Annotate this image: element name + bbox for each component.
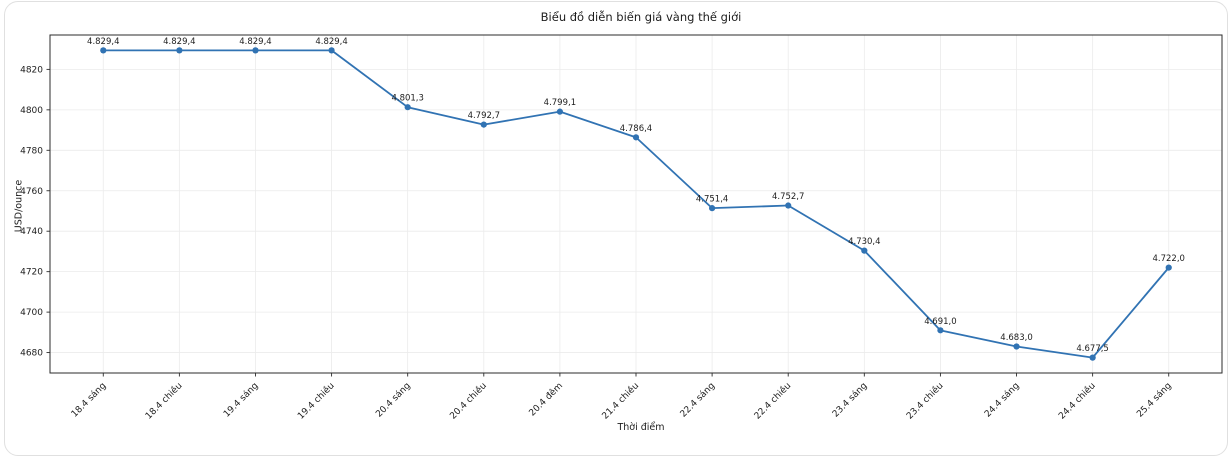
data-point-label: 4.677,5 bbox=[1076, 344, 1108, 354]
data-point-label: 4.829,4 bbox=[163, 37, 195, 47]
data-point-marker bbox=[556, 108, 563, 115]
data-point-marker bbox=[632, 134, 640, 141]
data-point-marker bbox=[861, 247, 868, 254]
y-tick-label: 4680 bbox=[20, 349, 43, 359]
data-point-label: 4.829,4 bbox=[87, 37, 119, 47]
x-tick-label: 23.4 sáng bbox=[831, 381, 870, 420]
x-tick-label: 22.4 chiều bbox=[752, 380, 793, 421]
x-tick-label: 20.4 đêm bbox=[527, 380, 565, 418]
data-point-label: 4.799,1 bbox=[544, 98, 576, 108]
x-tick-label: 24.4 sáng bbox=[983, 381, 1022, 420]
data-point-label: 4.730,4 bbox=[848, 237, 880, 247]
data-point-marker bbox=[709, 205, 716, 212]
x-axis-label: Thời điểm bbox=[617, 422, 665, 433]
data-point-marker bbox=[328, 47, 335, 54]
data-point-marker bbox=[937, 327, 944, 334]
y-tick-label: 4700 bbox=[20, 308, 43, 318]
data-point-label: 4.829,4 bbox=[315, 37, 347, 47]
data-point-marker bbox=[1013, 343, 1020, 350]
data-point-label: 4.722,0 bbox=[1153, 254, 1185, 264]
x-tick-label: 21.4 chiều bbox=[600, 380, 641, 421]
x-tick-label: 20.4 chiều bbox=[448, 380, 489, 421]
x-tick-label: 18.4 chiều bbox=[143, 380, 184, 421]
data-point-marker bbox=[100, 47, 107, 54]
data-point-label: 4.683,0 bbox=[1000, 333, 1032, 343]
x-tick-label: 22.4 sáng bbox=[679, 381, 718, 420]
y-tick-label: 4780 bbox=[20, 146, 43, 156]
x-tick-label: 19.4 sáng bbox=[222, 381, 261, 420]
x-tick-label: 23.4 chiều bbox=[904, 380, 945, 421]
y-tick-label: 4760 bbox=[20, 187, 43, 197]
chart-title: Biểu đồ diễn biến giá vàng thế giới bbox=[540, 10, 742, 24]
data-point-marker bbox=[252, 47, 259, 54]
x-tick-label: 18.4 sáng bbox=[70, 381, 109, 420]
data-point-label: 4.691,0 bbox=[924, 317, 956, 327]
data-point-marker bbox=[785, 202, 792, 209]
x-tick-label: 19.4 chiều bbox=[295, 380, 336, 421]
x-tick-label: 24.4 chiều bbox=[1057, 380, 1098, 421]
data-point-marker bbox=[1165, 264, 1172, 271]
x-tick-label: 20.4 sáng bbox=[374, 381, 413, 420]
y-tick-label: 4720 bbox=[20, 268, 43, 278]
data-point-label: 4.786,4 bbox=[620, 124, 652, 134]
y-tick-label: 4740 bbox=[20, 227, 43, 237]
y-tick-label: 4800 bbox=[20, 106, 43, 116]
data-point-label: 4.801,3 bbox=[391, 94, 423, 104]
data-point-label: 4.752,7 bbox=[772, 192, 804, 202]
data-point-label: 4.751,4 bbox=[696, 195, 728, 205]
data-point-marker bbox=[404, 104, 411, 111]
data-point-label: 4.792,7 bbox=[468, 111, 500, 121]
data-point-label: 4.829,4 bbox=[239, 37, 271, 47]
data-point-marker bbox=[480, 121, 487, 128]
x-tick-label: 25.4 sáng bbox=[1135, 381, 1174, 420]
data-point-marker bbox=[1089, 354, 1096, 361]
y-tick-label: 4820 bbox=[20, 65, 43, 75]
data-point-marker bbox=[176, 47, 183, 54]
chart-card: Biểu đồ diễn biến giá vàng thế giới USD/… bbox=[4, 1, 1228, 456]
